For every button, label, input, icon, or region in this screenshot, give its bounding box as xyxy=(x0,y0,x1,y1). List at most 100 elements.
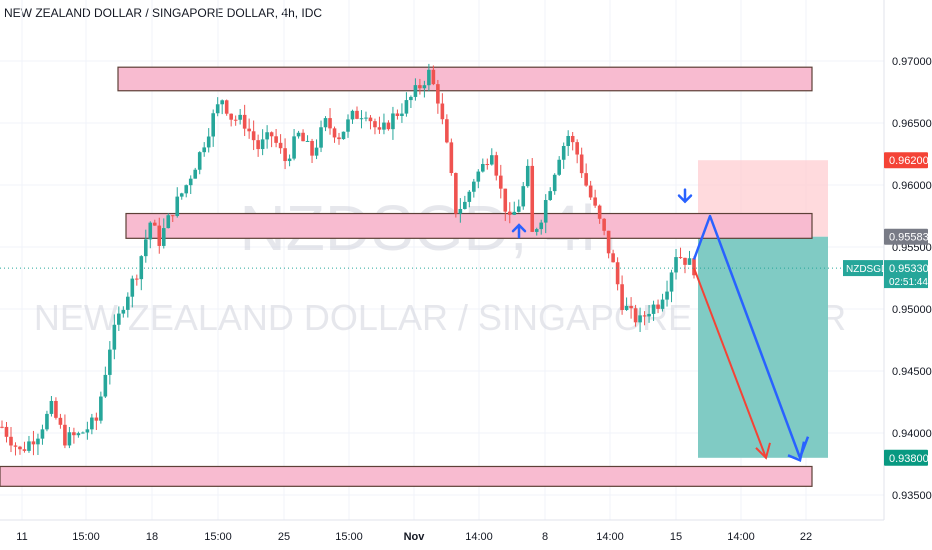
candle-body xyxy=(287,158,292,162)
candle-body xyxy=(597,205,602,219)
candle-body xyxy=(355,110,359,119)
candle-body xyxy=(166,215,171,229)
stop-price-label: 0.96200 xyxy=(889,155,929,167)
candle-body xyxy=(179,193,184,197)
y-tick-label: 0.96500 xyxy=(892,118,932,130)
candle-body xyxy=(382,122,386,130)
blue-down-arrow xyxy=(677,188,693,204)
candle-body xyxy=(534,229,539,232)
candle-body xyxy=(202,147,207,153)
candle-body xyxy=(525,165,530,187)
candle-body xyxy=(395,113,400,116)
candle-body xyxy=(624,306,629,310)
candle-body xyxy=(543,200,548,223)
x-tick-label: 15:00 xyxy=(204,531,232,543)
candle-body xyxy=(157,225,162,246)
candle-body xyxy=(400,113,404,116)
candle-body xyxy=(67,432,72,446)
candle-body xyxy=(81,432,85,434)
candle-body xyxy=(548,191,553,201)
candle-body xyxy=(184,185,189,194)
candle-body xyxy=(31,441,36,445)
y-tick-label: 0.94500 xyxy=(892,366,932,378)
candle-body xyxy=(615,262,620,285)
candle-body xyxy=(629,306,633,309)
candle-body xyxy=(472,181,476,192)
candle-body xyxy=(319,127,323,148)
candle-body xyxy=(669,272,674,292)
candle-body xyxy=(40,429,45,439)
candle-body xyxy=(507,211,512,215)
candle-body xyxy=(539,222,544,230)
candle-body xyxy=(45,413,49,430)
symbol-badge-bg xyxy=(843,260,883,277)
candle-body xyxy=(467,191,472,202)
candle-body xyxy=(238,114,242,120)
candle-body xyxy=(606,230,611,254)
candle-body xyxy=(683,257,687,265)
candle-body xyxy=(588,185,593,198)
candle-body xyxy=(651,304,656,314)
candle-body xyxy=(350,110,355,120)
candle-body xyxy=(143,239,148,257)
candle-body xyxy=(530,165,535,232)
candle-body xyxy=(251,131,256,141)
candle-body xyxy=(633,308,638,323)
x-tick-label: 22 xyxy=(800,531,812,543)
target-price-label-bg xyxy=(884,449,928,466)
y-tick-label: 0.95500 xyxy=(892,242,932,254)
candle-body xyxy=(117,313,121,325)
candle-body xyxy=(108,349,112,375)
candle-body xyxy=(521,186,526,207)
candle-body xyxy=(328,118,332,129)
candle-body xyxy=(220,100,224,105)
candle-body xyxy=(489,155,494,165)
y-tick-label: 0.95000 xyxy=(892,304,932,316)
candle-body xyxy=(269,132,274,137)
candle-body xyxy=(13,445,18,447)
candle-body xyxy=(570,135,575,143)
candle-body xyxy=(126,296,130,310)
stop-price-label-bg xyxy=(884,152,928,169)
projection-arrow-red xyxy=(693,267,767,459)
candle-body xyxy=(413,85,418,97)
candle-body xyxy=(368,117,373,122)
candle-body xyxy=(552,174,557,192)
candle-body xyxy=(579,154,584,174)
candle-body xyxy=(431,69,436,85)
candle-body xyxy=(301,132,305,142)
candle-body xyxy=(436,84,440,104)
candle-body xyxy=(373,121,377,128)
candle-body xyxy=(22,449,27,451)
candle-body xyxy=(130,278,135,297)
candle-body xyxy=(476,171,481,182)
candle-body xyxy=(418,85,422,89)
x-tick-label: 15:00 xyxy=(335,531,363,543)
time-axis-bg xyxy=(0,520,932,550)
entry-price-label-bg xyxy=(884,228,928,245)
candle-body xyxy=(224,100,229,114)
candle-body xyxy=(656,304,660,309)
candle-body xyxy=(377,127,382,130)
projection-arrowhead-red xyxy=(755,442,771,460)
candle-body xyxy=(445,119,449,143)
candle-body xyxy=(584,173,588,186)
candle-body xyxy=(341,131,346,140)
candle-body xyxy=(314,147,319,156)
x-tick-label: 15:00 xyxy=(72,531,100,543)
candle-body xyxy=(103,374,108,397)
candle-body xyxy=(498,175,503,189)
candle-body xyxy=(4,426,9,437)
candle-body xyxy=(481,164,485,172)
candle-body xyxy=(148,222,153,240)
candle-body xyxy=(18,446,22,450)
candle-body xyxy=(54,400,58,418)
candle-body xyxy=(305,140,310,142)
candle-body xyxy=(458,208,463,214)
candle-body xyxy=(63,424,67,446)
candle-body xyxy=(463,201,467,209)
last-price-bg xyxy=(884,260,928,289)
candle-body xyxy=(566,135,570,147)
candle-body xyxy=(422,85,427,89)
